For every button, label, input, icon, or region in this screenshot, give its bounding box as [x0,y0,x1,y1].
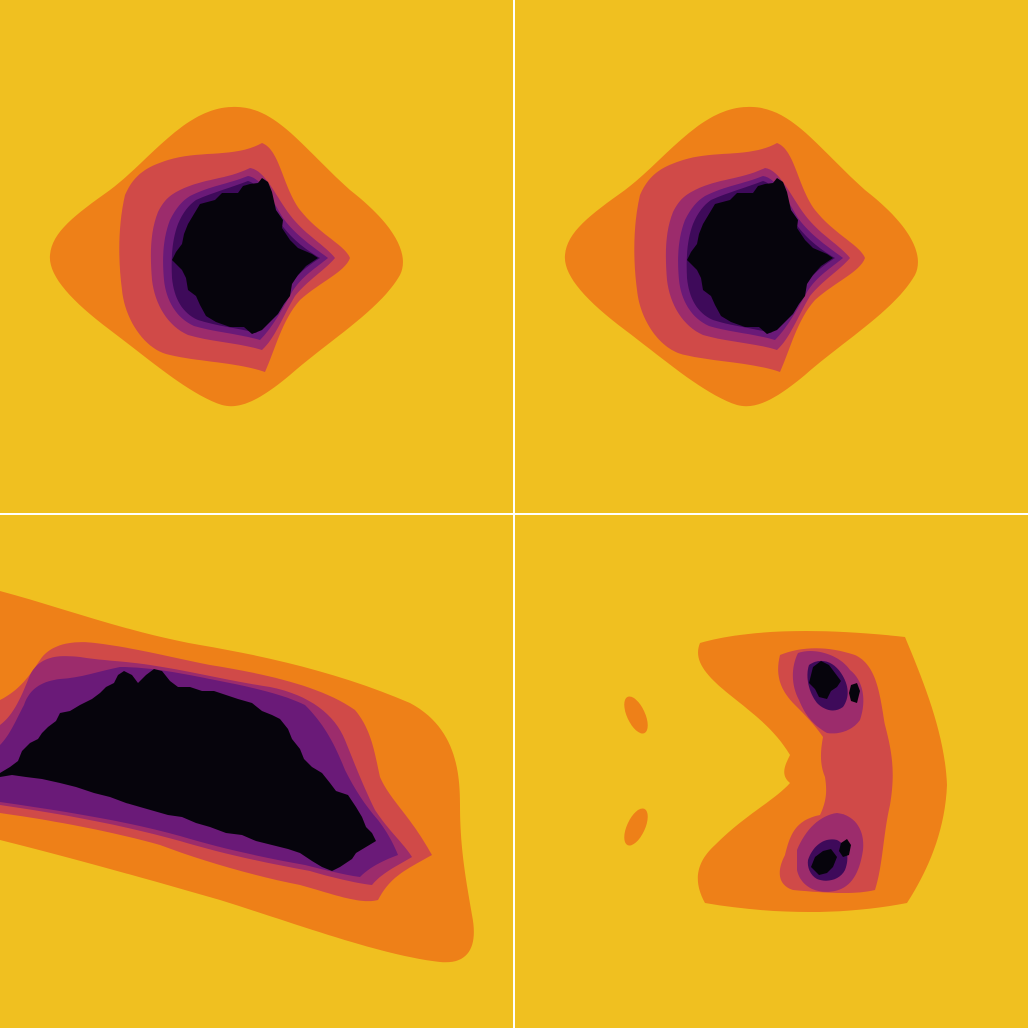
contour-core-top [809,661,841,699]
panel-top-right [515,0,1028,513]
panel-top-left [0,0,513,513]
contour-core-bottom [811,849,837,875]
fractal-top-left [0,0,513,513]
panel-bottom-right [515,515,1028,1028]
contour-level-1-islet-top [624,696,648,734]
panel-bottom-left [0,515,513,1028]
contour-level-1-islet-bottom [624,808,648,846]
fractal-bottom-right [515,515,1028,1028]
fractal-bottom-left [0,515,513,1028]
panel-background [515,515,1028,1028]
contour-level-1 [697,631,947,912]
contour-core-bottom-small [839,839,851,857]
contour-core [0,669,376,871]
contour-core-top-small [849,683,860,703]
fractal-top-right [515,0,1028,513]
contour-core [172,178,318,334]
contour-core [687,178,833,334]
